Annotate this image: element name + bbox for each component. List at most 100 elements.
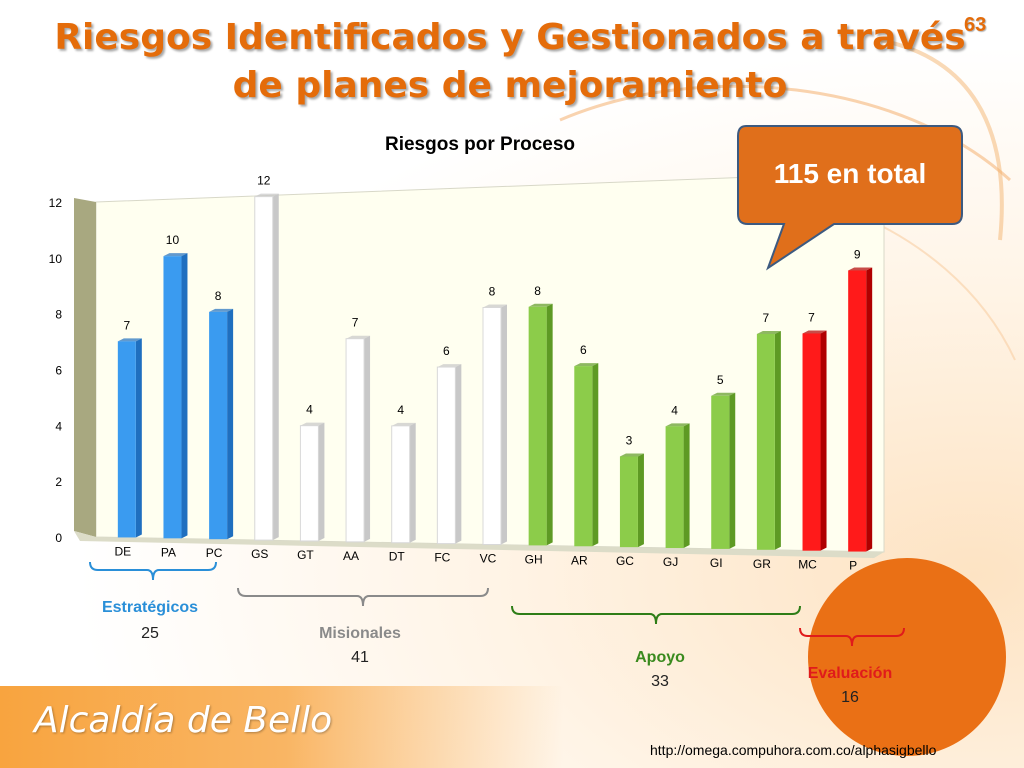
x-tick-label: GH (525, 552, 543, 566)
y-tick-label: 4 (55, 419, 62, 433)
data-label: 8 (489, 285, 496, 299)
x-tick-label: AR (571, 553, 588, 567)
x-tick-label: PA (161, 545, 176, 559)
bar-top (163, 253, 188, 257)
bar-side (637, 453, 644, 548)
bar-side (592, 363, 599, 547)
bar-top (209, 308, 234, 312)
bar-top (346, 335, 371, 339)
decorative-circle (808, 558, 1006, 756)
y-tick-label: 8 (55, 308, 62, 322)
bar-side (729, 392, 736, 549)
group-label-estrategicos: Estratégicos (101, 599, 199, 616)
bar-side (774, 330, 781, 550)
bar (436, 366, 456, 545)
bar (117, 341, 136, 538)
bar-side (181, 253, 188, 539)
x-tick-label: MC (798, 558, 817, 572)
slide-title: Riesgos Identificados y Gestionados a tr… (54, 17, 966, 106)
x-tick-label: P (849, 559, 857, 573)
page-number: 63 (964, 14, 987, 36)
x-tick-label: GT (297, 548, 314, 562)
group-label-evaluacion: Evaluación (807, 665, 893, 682)
group-count-apoyo: 33 (651, 673, 669, 690)
bar-top (483, 304, 507, 308)
callout-bubble (737, 125, 963, 271)
data-label: 9 (854, 247, 861, 261)
y-tick-label: 10 (49, 252, 63, 266)
x-tick-label: FC (434, 551, 450, 565)
group-count-misionales: 41 (351, 649, 369, 666)
bar (802, 333, 821, 551)
bar (299, 425, 319, 542)
bar-top (756, 330, 781, 334)
group-label-apoyo: Apoyo (635, 649, 685, 666)
bar (756, 333, 775, 550)
callout-text: 115 en total (773, 158, 927, 189)
data-label: 3 (626, 433, 633, 447)
data-label: 7 (763, 311, 770, 325)
data-label: 10 (166, 233, 180, 247)
data-label: 5 (717, 373, 724, 387)
data-label: 8 (215, 289, 222, 303)
bar-top (300, 422, 325, 426)
x-tick-label: GJ (663, 555, 678, 569)
bar-top (711, 392, 736, 396)
data-label: 7 (808, 310, 815, 324)
bar-side (227, 308, 234, 540)
x-tick-label: GI (710, 556, 723, 570)
bar-side (455, 364, 462, 544)
x-tick-label: VC (480, 552, 497, 566)
data-label: 7 (352, 316, 359, 330)
group-bracket (799, 627, 905, 647)
group-count-estrategicos: 25 (141, 625, 159, 642)
data-label: 4 (671, 403, 678, 417)
data-label: 8 (534, 284, 541, 298)
group-bracket (511, 605, 801, 625)
bar (528, 306, 547, 546)
bar (619, 456, 638, 548)
x-tick-label: AA (343, 549, 359, 563)
bar-top (665, 423, 690, 427)
footer-logo: Alcaldía de Bello (34, 700, 333, 741)
data-label: 12 (257, 174, 271, 188)
bar (345, 338, 365, 543)
x-tick-label: GR (753, 557, 771, 571)
footer-url-link[interactable]: http://omega.compuhora.com.co/alphasigbe… (650, 742, 937, 758)
bar-side (866, 267, 873, 552)
bar-top (391, 422, 416, 426)
side-wall (74, 198, 96, 537)
bar (711, 395, 730, 549)
bar (209, 311, 228, 540)
group-bracket (89, 561, 217, 581)
bar (665, 426, 684, 549)
x-tick-label: DE (114, 544, 131, 558)
plot-floor (74, 531, 884, 558)
bar (163, 256, 182, 539)
bar (254, 196, 274, 541)
data-label: 4 (397, 403, 404, 417)
y-tick-label: 0 (55, 531, 62, 545)
bar-top (848, 267, 873, 271)
bar-side (135, 338, 142, 538)
y-tick-label: 6 (55, 364, 62, 378)
bar-top (437, 364, 462, 368)
data-label: 6 (580, 343, 587, 357)
bar-top (254, 193, 279, 197)
x-tick-label: GC (616, 554, 634, 568)
x-tick-label: PC (206, 546, 223, 560)
bar-top (117, 338, 142, 342)
bar-side (364, 335, 371, 542)
bar (574, 366, 593, 547)
x-tick-label: GS (251, 547, 268, 561)
group-count-evaluacion: 16 (841, 689, 859, 706)
bar-side (683, 423, 690, 549)
bar-side (820, 330, 827, 551)
y-tick-label: 2 (55, 475, 62, 489)
y-tick-label: 12 (49, 196, 63, 210)
bar (391, 425, 411, 544)
bar (848, 270, 867, 552)
bar-top (528, 303, 553, 307)
